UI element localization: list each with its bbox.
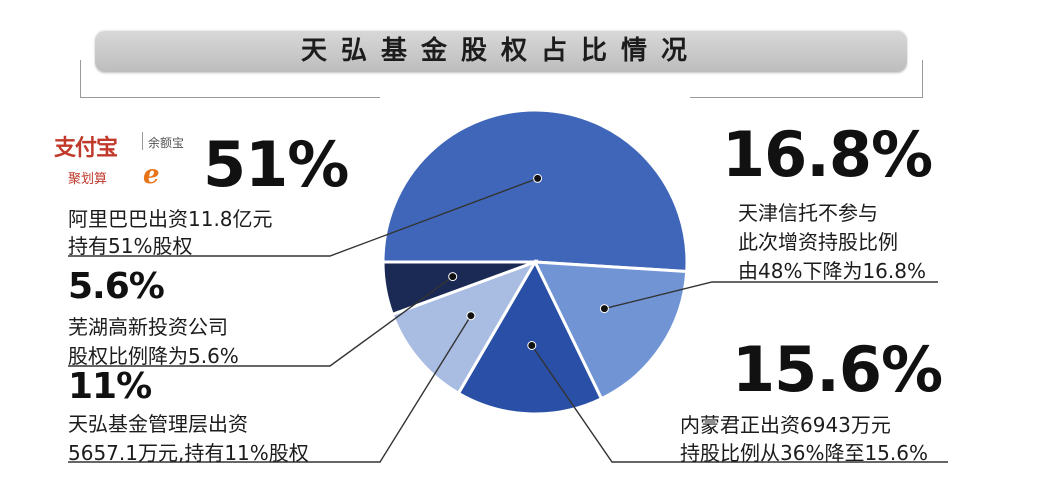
leader-line-0: [68, 177, 538, 257]
pie-slice-1: [532, 260, 689, 401]
tianjin-pct: 16.8%: [722, 118, 933, 191]
alibaba-logo: e: [143, 160, 160, 190]
chart-title: 天弘基金股权占比情况: [300, 36, 701, 66]
leader-line-2: [531, 345, 948, 463]
pie-slice-4: [381, 260, 536, 317]
pie-slice-2: [456, 258, 604, 416]
leader-dot-4: [448, 272, 458, 282]
neimeng-line1: 内蒙君正出资6943万元: [680, 413, 891, 437]
leader-lines: [68, 173, 948, 463]
title-bar: 天弘基金股权占比情况: [95, 30, 907, 72]
neimeng-pct: 15.6%: [732, 333, 943, 406]
mgmt-pct: 11%: [68, 366, 152, 407]
alipay-logo: 支付宝: [54, 135, 118, 161]
yuebao-logo: 余额宝: [148, 136, 185, 150]
frame-line-right-bottom: [690, 97, 923, 98]
pie-slices: [381, 108, 689, 416]
tianjin-line1: 天津信托不参与: [738, 201, 878, 225]
leader-line-1: [604, 281, 938, 310]
leader-line-4: [68, 276, 454, 367]
leader-dot-3: [466, 311, 476, 321]
alibaba-line2: 持有51%股权: [68, 234, 193, 258]
frame-line-right: [922, 60, 923, 98]
frame-line-left-bottom: [80, 97, 380, 98]
wuhu-line2: 股权比例降为5.6%: [68, 344, 239, 368]
leader-dot-2: [527, 341, 537, 350]
wuhu-pct: 5.6%: [68, 266, 165, 307]
mgmt-line2: 5657.1万元,持有11%股权: [68, 441, 309, 465]
alibaba-pct: 51%: [203, 128, 349, 201]
logo-separator: [142, 132, 143, 150]
tianjin-line3: 由48%下降为16.8%: [738, 259, 926, 283]
leader-dot-1: [599, 304, 609, 314]
leader-dot-0: [533, 173, 543, 183]
wuhu-line1: 芜湖高新投资公司: [68, 315, 228, 339]
pie-slice-0: [381, 108, 689, 274]
juhuasuan-logo: 聚划算: [68, 172, 108, 187]
alibaba-line1: 阿里巴巴出资11.8亿元: [68, 207, 273, 231]
neimeng-line2: 持股比例从36%降至15.6%: [680, 441, 928, 465]
mgmt-line1: 天弘基金管理层出资: [68, 412, 248, 436]
leader-line-3: [68, 315, 472, 463]
tianjin-line2: 此次增资持股比例: [738, 230, 898, 254]
frame-line-left: [80, 60, 81, 98]
